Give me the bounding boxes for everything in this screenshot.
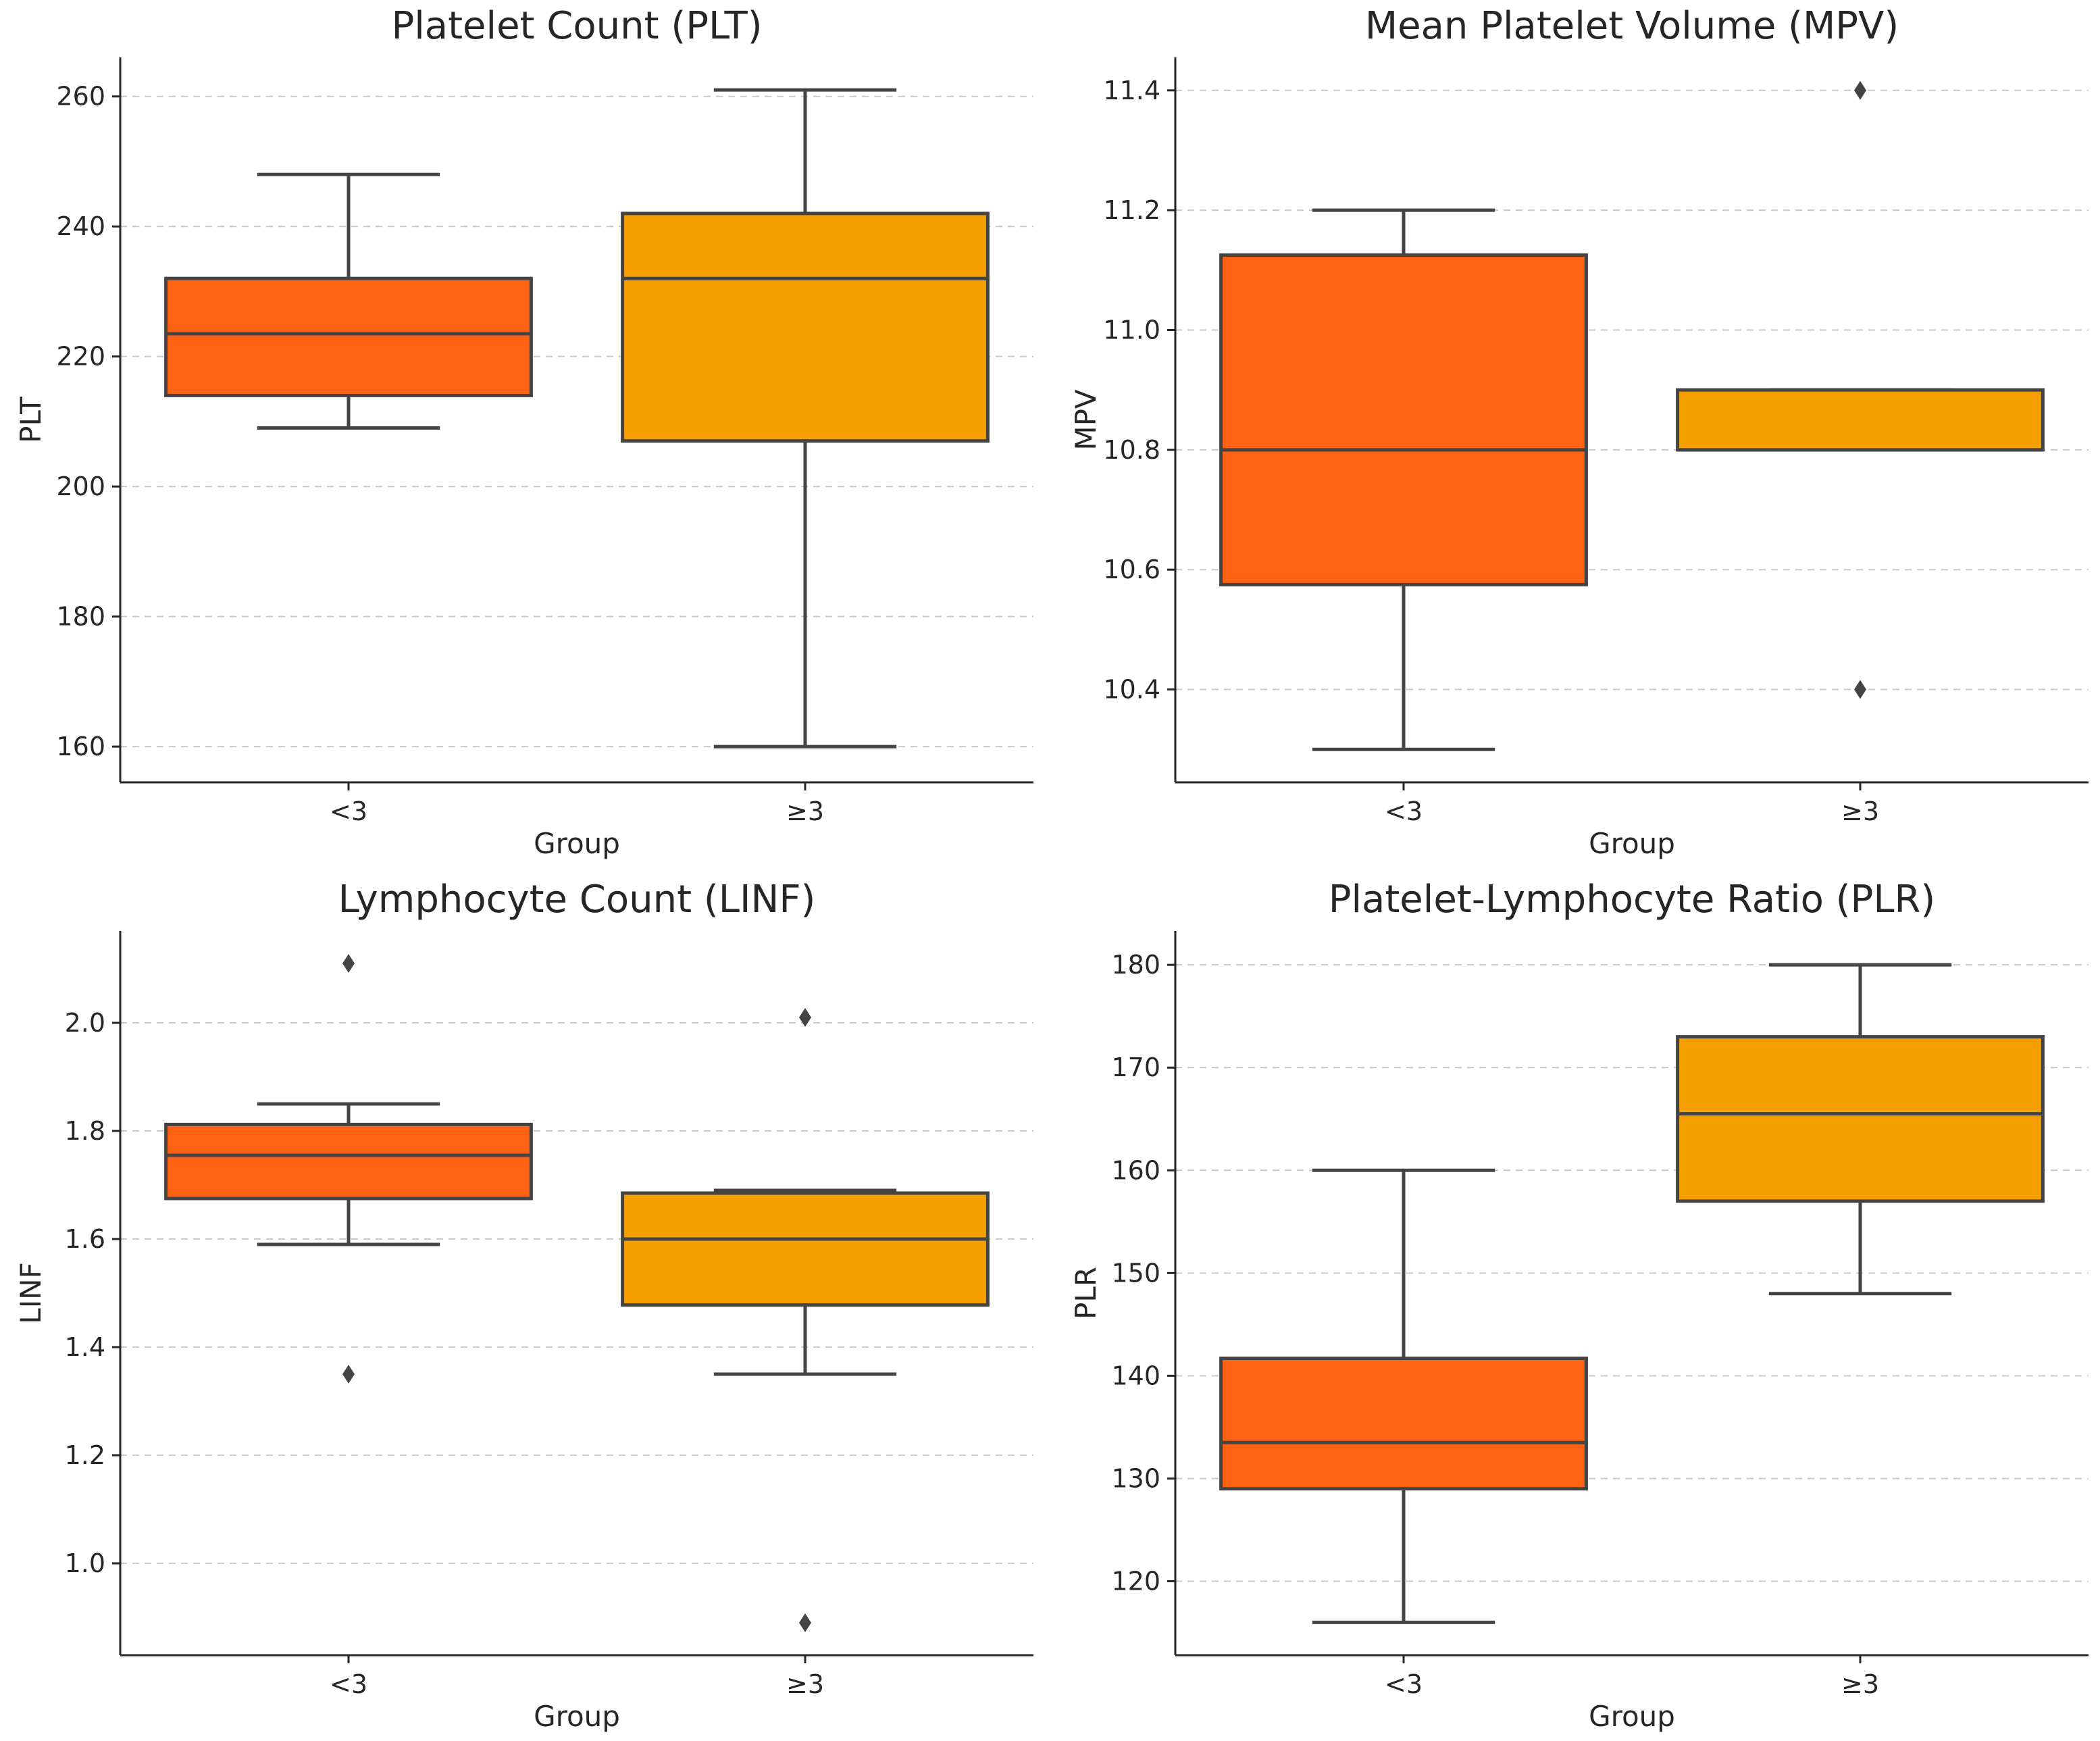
- y-tick-label: 10.6: [1103, 555, 1160, 584]
- subplot-4: 120 130 140 150 160 170 180 <3 ≥3 Platelet-Lympho…: [1069, 878, 2089, 1733]
- y-tick-label: 260: [56, 82, 105, 111]
- y-tick-label: 150: [1111, 1258, 1160, 1288]
- y-tick-label: 11.2: [1103, 195, 1160, 225]
- iqr-box: [621, 211, 990, 443]
- x-axis-label: Group: [534, 827, 620, 860]
- box-lt3: [1219, 1168, 1588, 1624]
- y-tick-label: 1.4: [65, 1332, 105, 1362]
- x-tick-label: <3: [1385, 797, 1423, 826]
- iqr-box: [621, 1191, 990, 1307]
- box-ge3: [621, 88, 990, 749]
- y-tick-label: 160: [1111, 1155, 1160, 1185]
- y-tick-label: 220: [56, 342, 105, 372]
- y-tick-label: 130: [1111, 1463, 1160, 1493]
- iqr-box: [164, 276, 533, 397]
- y-tick-label: 1.0: [65, 1548, 105, 1578]
- box-ge3: [1676, 963, 2045, 1296]
- x-tick-label: ≥3: [1841, 1669, 1879, 1699]
- y-axis-label: PLR: [1069, 1267, 1102, 1319]
- outlier-point: [1854, 80, 1866, 100]
- subplot-title: Platelet-Lymphocyte Ratio (PLR): [1329, 878, 1936, 922]
- subplot-1: 160 180 200 220 240 260 <3 ≥3 Platelet Count (PL…: [14, 4, 1033, 860]
- outlier-point: [799, 1613, 811, 1632]
- y-tick-label: 160: [56, 732, 105, 761]
- x-axis-label: Group: [534, 1700, 620, 1733]
- box-ge3: [621, 1008, 990, 1632]
- subplot-3: 1.0 1.2 1.4 1.6 1.8 2.0 <3 ≥3 Lymphocyte Count (…: [14, 878, 1033, 1733]
- x-axis-label: Group: [1589, 1700, 1675, 1733]
- outlier-point: [342, 1365, 355, 1384]
- iqr-box: [1676, 388, 2045, 452]
- y-tick-label: 120: [1111, 1567, 1160, 1596]
- box-lt3: [1219, 208, 1588, 751]
- y-axis-label: MPV: [1069, 389, 1102, 451]
- y-tick-label: 11.4: [1103, 76, 1160, 105]
- iqr-box: [164, 1122, 533, 1201]
- x-tick-label: <3: [330, 797, 367, 826]
- outlier-point: [1854, 680, 1866, 699]
- y-tick-label: 10.4: [1103, 675, 1160, 705]
- iqr-box: [1219, 1357, 1588, 1491]
- y-tick-label: 1.6: [65, 1224, 105, 1254]
- x-tick-label: ≥3: [786, 797, 824, 826]
- y-tick-label: 2.0: [65, 1008, 105, 1038]
- y-tick-label: 170: [1111, 1053, 1160, 1082]
- box-lt3: [164, 172, 533, 430]
- x-tick-label: ≥3: [1841, 797, 1879, 826]
- x-tick-label: ≥3: [786, 1669, 824, 1699]
- y-tick-label: 1.2: [65, 1440, 105, 1470]
- iqr-box: [1219, 253, 1588, 586]
- y-tick-label: 200: [56, 472, 105, 501]
- box-lt3: [164, 954, 533, 1384]
- y-axis-label: LINF: [14, 1262, 47, 1323]
- y-tick-label: 180: [56, 602, 105, 632]
- iqr-box: [1676, 1035, 2045, 1203]
- subplot-title: Platelet Count (PLT): [391, 4, 762, 48]
- outlier-point: [799, 1008, 811, 1027]
- subplot-2: 10.4 10.6 10.8 11.0 11.2 11.4 <3 ≥3 Mean Platele…: [1069, 4, 2089, 860]
- box-ge3: [1676, 80, 2045, 699]
- x-axis-label: Group: [1589, 827, 1675, 860]
- subplot-title: Mean Platelet Volume (MPV): [1365, 4, 1899, 48]
- x-tick-label: <3: [330, 1669, 367, 1699]
- x-tick-label: <3: [1385, 1669, 1423, 1699]
- outlier-point: [342, 954, 355, 973]
- y-tick-label: 180: [1111, 950, 1160, 980]
- y-axis-label: PLT: [14, 397, 47, 443]
- y-tick-label: 10.8: [1103, 435, 1160, 465]
- y-tick-label: 1.8: [65, 1116, 105, 1146]
- subplot-title: Lymphocyte Count (LINF): [338, 878, 816, 922]
- y-tick-label: 140: [1111, 1361, 1160, 1390]
- y-tick-label: 11.0: [1103, 315, 1160, 345]
- y-tick-label: 240: [56, 211, 105, 241]
